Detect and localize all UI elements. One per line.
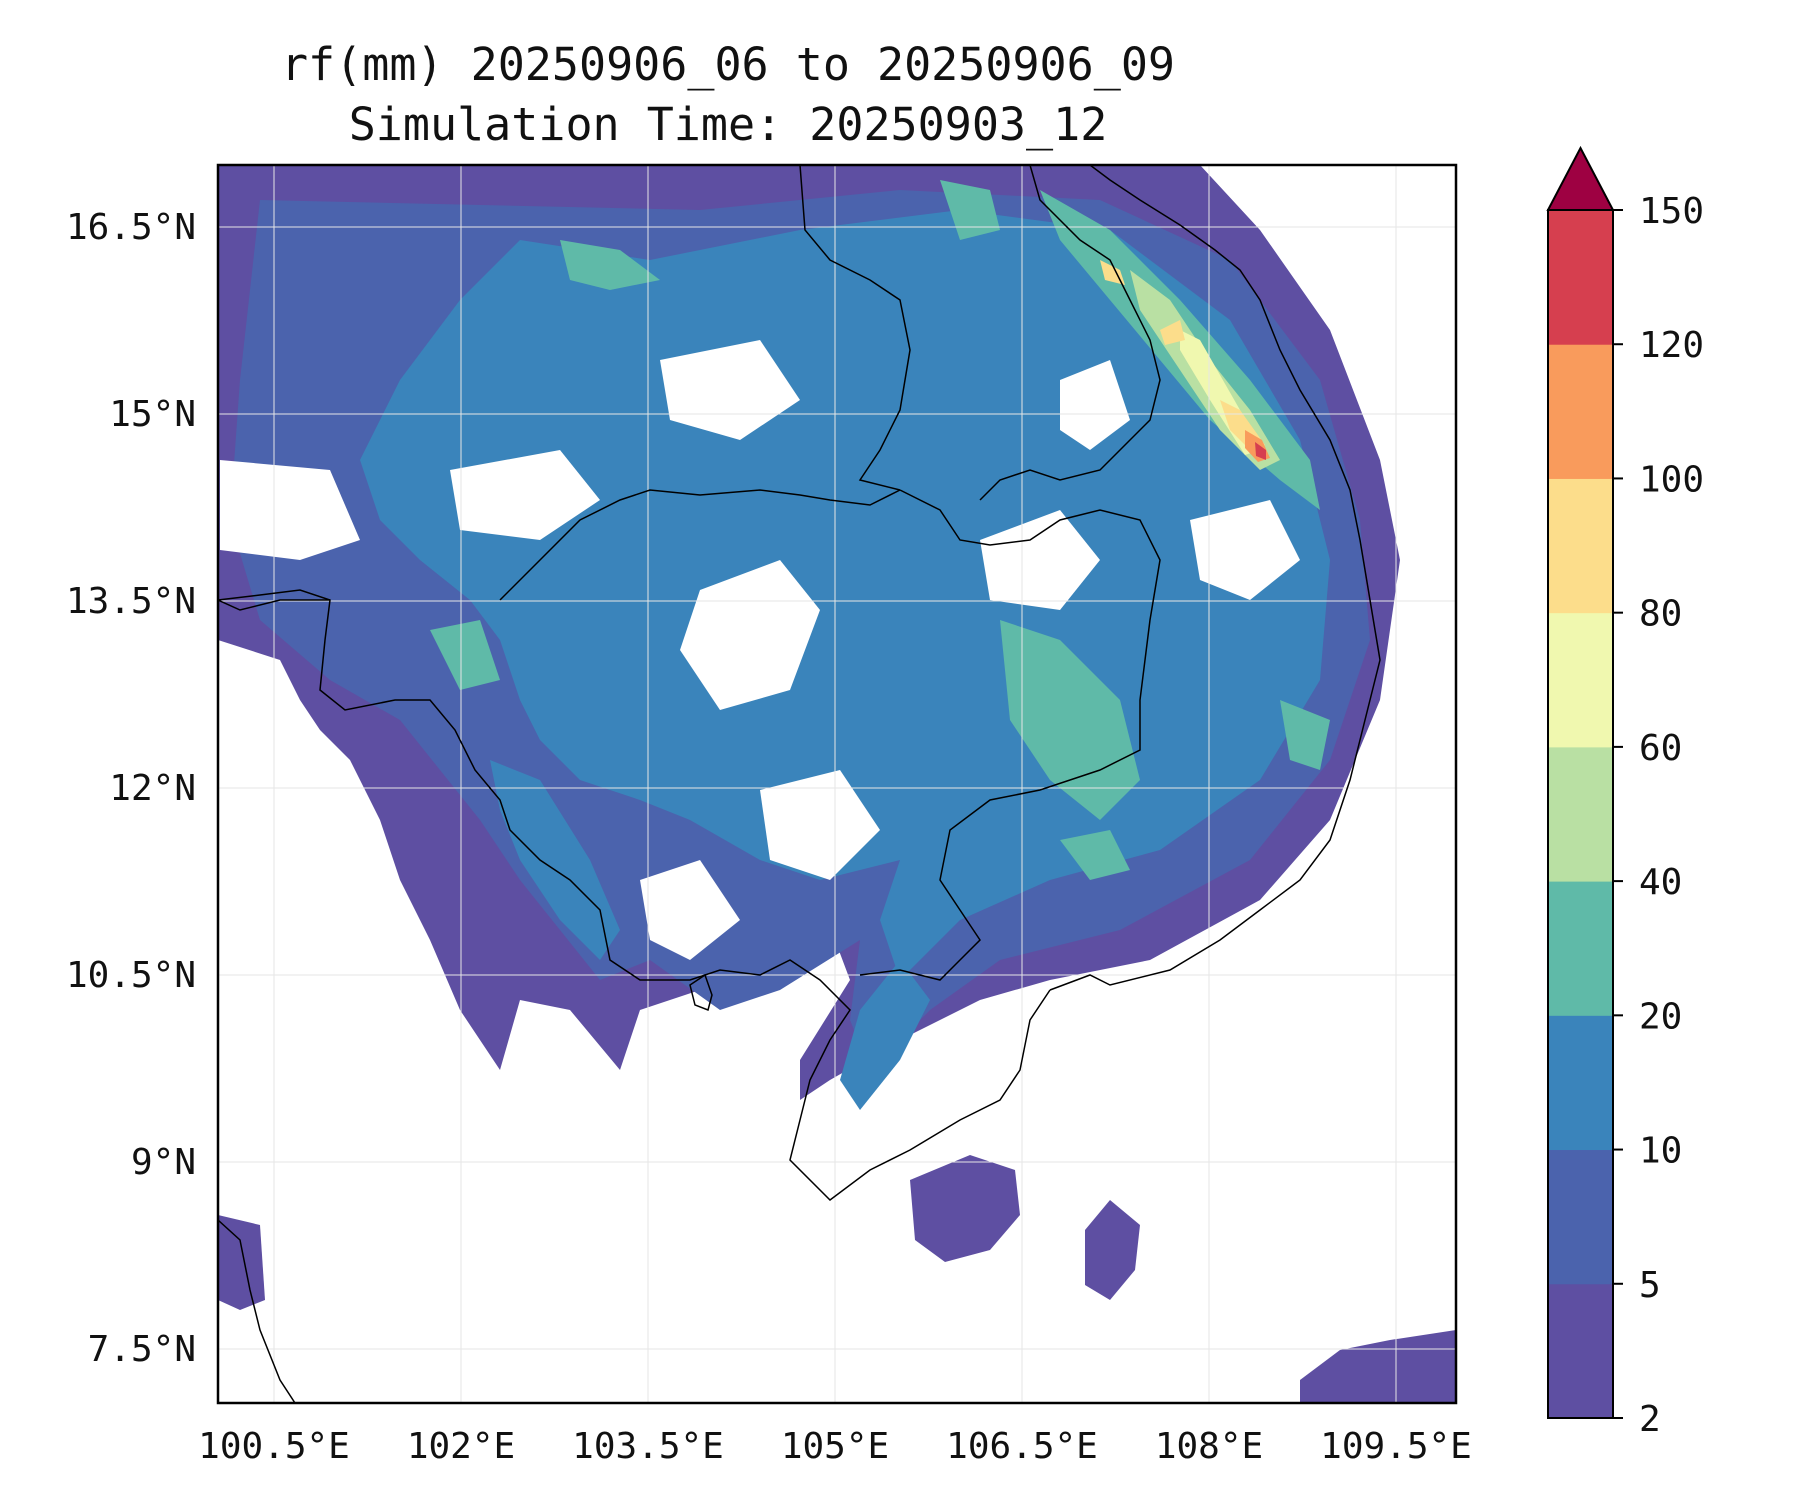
colorbar-tick-label: 5 — [1639, 1265, 1661, 1306]
coastline-gulf-of-thailand — [218, 589, 1051, 1201]
colorbar-tick-label: 120 — [1639, 325, 1704, 366]
rain-20-40-central — [1000, 620, 1140, 820]
colorbar-tick-label: 60 — [1639, 728, 1682, 769]
dry-gap-7 — [220, 460, 360, 560]
colorbar-segment — [1548, 478, 1613, 614]
rain-80-100-mid — [1160, 320, 1185, 345]
lon-tick-label: 100.5°E — [198, 1426, 350, 1467]
rain-20-40-south — [1060, 830, 1130, 880]
colorbar-segments — [1548, 210, 1613, 1419]
lon-tick-label: 106.5°E — [946, 1426, 1098, 1467]
colorbar-segment — [1548, 881, 1613, 1016]
rain-20-40-ridge — [560, 240, 660, 290]
lon-tick-label: 102°E — [407, 1426, 515, 1467]
lat-tick-labels: 16.5°N 15°N 13.5°N 12°N 10.5°N 9°N 7.5°N — [66, 207, 196, 1370]
dry-gap-5 — [760, 770, 880, 880]
colorbar-extend-arrow — [1546, 145, 1615, 211]
coastlines-and-borders — [218, 165, 1381, 1403]
colorbar-segment — [1548, 1015, 1613, 1151]
rain-2-5-south-blob — [910, 1155, 1020, 1262]
lat-tick-label: 7.5°N — [88, 1329, 196, 1370]
dry-gap-9 — [1060, 360, 1130, 450]
colorbar: 2 5 10 20 40 60 80 100 120 150 — [1546, 145, 1704, 1440]
lon-tick-label: 103.5°E — [572, 1426, 724, 1467]
border-cambodia-vietnam — [859, 489, 1161, 981]
lat-tick-label: 10.5°N — [66, 955, 196, 996]
lat-tick-label: 15°N — [109, 394, 196, 435]
dry-gap-1 — [680, 560, 820, 710]
border-laos — [799, 165, 911, 491]
dry-gap-4 — [1190, 500, 1300, 600]
colorbar-ticks: 2 5 10 20 40 60 80 100 120 150 — [1613, 191, 1704, 1440]
island-phu-quoc — [689, 973, 713, 1011]
lat-tick-label: 13.5°N — [66, 581, 196, 622]
rain-20-40-east-coast — [1280, 700, 1330, 770]
colorbar-tick-label: 2 — [1639, 1399, 1661, 1440]
colorbar-tick-label: 80 — [1639, 594, 1682, 635]
coastline-east — [1049, 165, 1381, 991]
border-laos-vietnam — [979, 165, 1161, 501]
border-thailand-cambodia — [499, 489, 901, 601]
lon-tick-label: 108°E — [1155, 1426, 1263, 1467]
colorbar-segment — [1548, 210, 1613, 345]
dry-gap-8 — [660, 340, 800, 440]
map-frame — [216, 163, 1458, 1405]
colorbar-tick-label: 100 — [1639, 459, 1704, 500]
border-west-thailand — [218, 599, 330, 611]
rain-2-5-south-east — [1085, 1200, 1140, 1300]
colorbar-segment — [1548, 344, 1613, 479]
lat-tick-label: 9°N — [131, 1142, 196, 1183]
rain-120-150 — [1255, 442, 1266, 460]
coastline-southwest — [218, 1219, 296, 1403]
map-subtitle: Simulation Time: 20250903_12 — [348, 98, 1108, 151]
colorbar-tick-label: 10 — [1639, 1131, 1682, 1172]
gridlines — [218, 165, 1456, 1403]
colorbar-segment — [1548, 1149, 1613, 1285]
lat-tick-label: 12°N — [109, 768, 196, 809]
dry-gap-3 — [980, 510, 1100, 610]
colorbar-tick-label: 150 — [1639, 191, 1704, 232]
colorbar-segment — [1548, 746, 1613, 882]
lon-tick-label: 105°E — [781, 1426, 889, 1467]
lon-tick-label: 109.5°E — [1320, 1426, 1472, 1467]
lon-tick-labels: 100.5°E 102°E 103.5°E 105°E 106.5°E 108°… — [198, 1426, 1472, 1467]
lat-tick-label: 16.5°N — [66, 207, 196, 248]
rainfall-field — [218, 165, 1456, 1403]
map-title: rf(mm) 20250906_06 to 20250906_09 — [280, 38, 1176, 91]
rain-2-5-west-edge — [218, 1215, 265, 1310]
rain-10-20-delta — [840, 960, 930, 1110]
colorbar-frame — [1547, 209, 1614, 1419]
colorbar-tick-label: 40 — [1639, 862, 1682, 903]
rain-2-5-far-se — [1300, 1330, 1456, 1403]
colorbar-segment — [1548, 612, 1613, 748]
dry-gap-6 — [640, 860, 740, 960]
dry-gap-2 — [450, 450, 600, 540]
colorbar-segment — [1548, 1283, 1613, 1419]
rain-10-20-west-coast — [490, 760, 620, 960]
rain-20-40-north-mid — [940, 180, 1000, 240]
rain-20-40-west — [430, 620, 500, 690]
colorbar-tick-label: 20 — [1639, 996, 1682, 1037]
